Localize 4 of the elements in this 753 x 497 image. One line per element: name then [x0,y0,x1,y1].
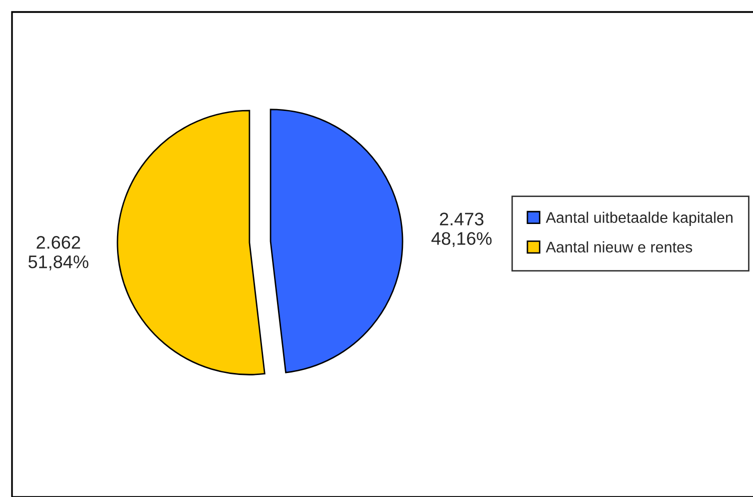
legend-label: Aantal nieuw e rentes [546,241,692,253]
data-label: 2.473 48,16% [431,212,492,248]
legend-label: Aantal uitbetaalde kapitalen [546,212,732,226]
data-label: 2.662 51,84% [28,236,88,270]
